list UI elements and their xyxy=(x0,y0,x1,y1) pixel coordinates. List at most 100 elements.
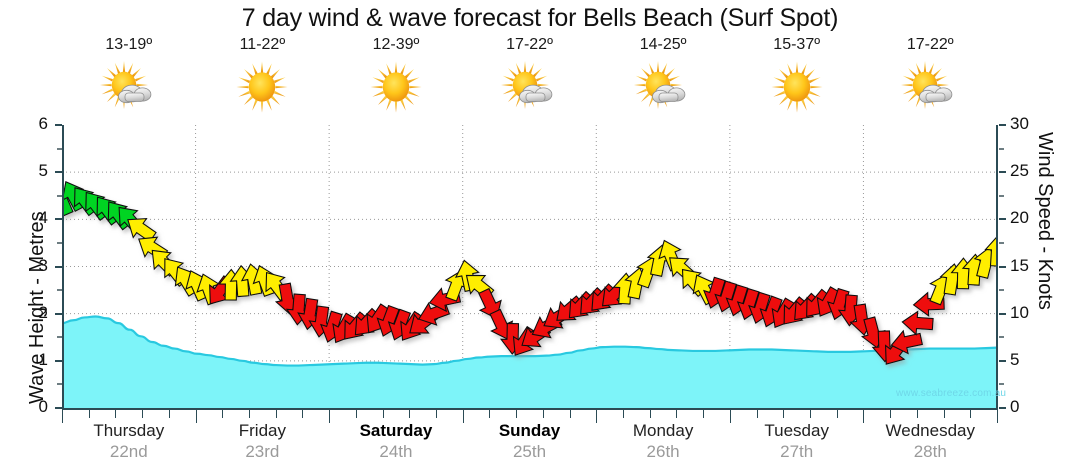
x-tick xyxy=(943,410,945,418)
temperature-range: 14-25º xyxy=(639,36,687,53)
axis-title-right: Wind Speed - Knots xyxy=(1034,132,1056,310)
x-tick xyxy=(142,410,144,418)
wind-arrow xyxy=(901,310,934,336)
y-tick-right xyxy=(999,289,1004,292)
temperature-range: 15-37º xyxy=(773,36,821,53)
y-label-left: 0 xyxy=(38,397,48,416)
sunny-icon xyxy=(766,60,828,114)
y-tick-left xyxy=(57,194,62,197)
y-label-right: 30 xyxy=(1010,114,1029,133)
y-label-left: 5 xyxy=(38,161,48,181)
y-label-right: 25 xyxy=(1010,161,1029,181)
temperature-range: 13-19º xyxy=(105,36,153,53)
axis-bottom-line xyxy=(62,408,998,410)
temperature-range: 17-22º xyxy=(506,36,553,53)
partly-cloudy-icon xyxy=(899,60,961,114)
x-tick xyxy=(890,410,892,418)
x-tick xyxy=(88,410,90,418)
day-header-tuesday: 15-37º xyxy=(730,36,864,121)
y-label-right: 15 xyxy=(1010,255,1029,275)
day-name: Monday xyxy=(632,421,694,440)
y-tick-right xyxy=(999,194,1004,197)
y-tick-left xyxy=(57,289,62,292)
axis-title-left: Wave Height - Metres xyxy=(26,211,48,404)
y-label-right: 10 xyxy=(1010,302,1029,322)
y-label-left: 1 xyxy=(38,349,48,369)
y-tick-right xyxy=(999,407,1006,409)
day-label-friday: Friday 23rd xyxy=(196,420,330,472)
x-tick xyxy=(222,410,224,418)
day-date: 22nd xyxy=(109,442,148,461)
day-date: 24th xyxy=(379,442,413,461)
day-label-saturday: Saturday 24th xyxy=(329,420,463,472)
day-header-strip: 13-19º 11-22º 12-39º 17-22º 14-25º 15-37º 17-2… xyxy=(62,36,997,121)
x-tick-day xyxy=(195,410,197,423)
day-date: 25th xyxy=(512,442,547,461)
x-tick xyxy=(489,410,491,418)
x-tick xyxy=(409,410,411,418)
x-tick-day xyxy=(596,410,598,423)
day-date: 23rd xyxy=(245,442,280,461)
day-name: Saturday xyxy=(359,421,433,440)
y-tick-left xyxy=(55,124,62,126)
y-tick-left xyxy=(57,147,62,150)
x-tick xyxy=(970,410,972,418)
day-header-monday: 14-25º xyxy=(596,36,730,121)
x-tick xyxy=(436,410,437,418)
x-tick-day xyxy=(329,410,331,423)
day-name: Tuesday xyxy=(764,421,829,440)
x-tick xyxy=(836,410,838,418)
y-label-left: 4 xyxy=(38,208,48,228)
partly-cloudy-icon xyxy=(499,60,561,114)
day-header-sunday: 17-22º xyxy=(463,36,597,121)
y-tick-right xyxy=(999,383,1004,386)
y-label-right: 20 xyxy=(1010,208,1029,228)
day-name: Sunday xyxy=(498,421,561,440)
x-tick xyxy=(916,410,918,418)
day-date: 28th xyxy=(913,442,947,461)
y-tick-right xyxy=(999,124,1006,126)
sunny-icon xyxy=(365,60,427,114)
temperature-range: 11-22º xyxy=(239,36,286,53)
y-tick-left xyxy=(55,359,62,362)
x-tick-day xyxy=(997,410,998,423)
wind-arrow xyxy=(890,329,924,355)
y-tick-left xyxy=(55,171,62,174)
axis-left-line xyxy=(62,125,64,410)
y-tick-right xyxy=(999,359,1006,362)
y-tick-left xyxy=(57,241,62,244)
day-label-tuesday: Tuesday 27th xyxy=(730,420,864,472)
y-tick-left xyxy=(55,265,62,268)
y-label-left: 2 xyxy=(38,302,48,322)
day-name: Thursday xyxy=(93,421,165,440)
x-tick xyxy=(542,410,544,418)
x-tick xyxy=(168,410,170,418)
x-tick xyxy=(703,410,705,418)
page-title: 7 day wind & wave forecast for Bells Bea… xyxy=(241,4,839,32)
y-tick-left xyxy=(57,336,62,339)
x-tick-day xyxy=(863,410,865,423)
partly-cloudy-icon xyxy=(632,60,694,114)
x-tick-day xyxy=(462,410,464,423)
x-tick xyxy=(569,410,571,418)
x-tick xyxy=(676,410,678,418)
x-tick xyxy=(756,410,758,418)
temperature-range: 17-22º xyxy=(906,36,954,53)
x-tick xyxy=(275,410,277,418)
wave-height-area xyxy=(62,316,997,408)
x-tick xyxy=(810,410,811,418)
day-name: Wednesday xyxy=(885,421,975,440)
y-tick-left xyxy=(55,407,62,409)
y-label-right: 5 xyxy=(1010,349,1020,369)
plot-svg xyxy=(62,125,997,408)
y-tick-right xyxy=(999,241,1004,244)
day-header-thursday: 13-19º xyxy=(62,36,196,121)
sunny-icon xyxy=(231,60,293,114)
x-tick-day xyxy=(62,410,63,423)
y-tick-right xyxy=(999,312,1006,315)
x-tick xyxy=(115,410,117,418)
watermark: www.seabreeze.com.au xyxy=(896,388,1007,399)
x-tick xyxy=(355,410,357,418)
partly-cloudy-icon xyxy=(98,60,160,114)
